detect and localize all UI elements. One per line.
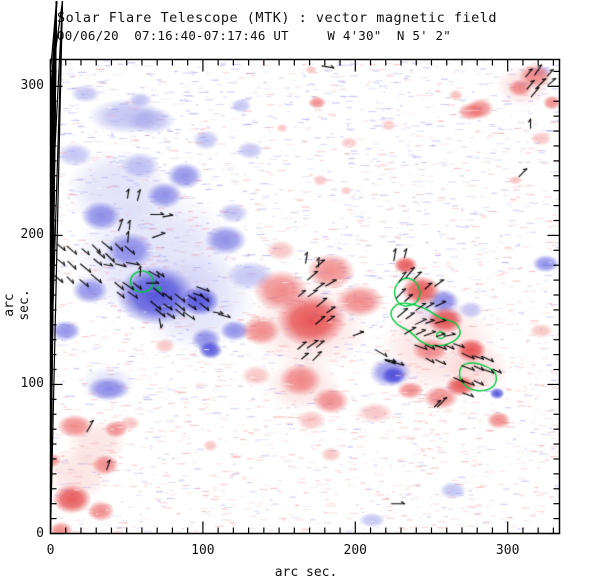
y-tick-label: 200 [20, 227, 44, 243]
chart-title: Solar Flare Telescope (MTK) : vector mag… [57, 10, 498, 26]
x-axis-label: arc sec. [274, 565, 338, 580]
y-tick-label: 100 [20, 376, 44, 392]
chart-subtitle: 00/06/20 07:16:40-07:17:46 UT W 4'30" N … [57, 28, 452, 43]
x-tick-label: 200 [343, 543, 368, 558]
x-tick-label: 300 [495, 543, 520, 558]
magnetogram-canvas [51, 60, 559, 533]
x-tick-label: 100 [191, 543, 215, 558]
y-axis-label: arc sec. [2, 289, 32, 321]
y-tick-label: 300 [20, 78, 44, 94]
y-tick-label: 0 [36, 525, 44, 541]
x-tick-label: 0 [46, 543, 55, 558]
